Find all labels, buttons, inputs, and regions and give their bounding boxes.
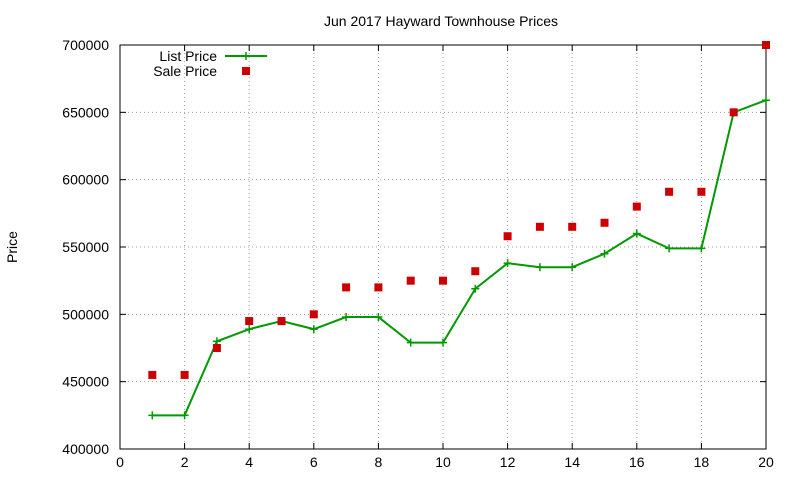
series-sale-price-point (471, 267, 480, 276)
y-tick-label: 400000 (62, 441, 109, 457)
series-list-price-point (406, 338, 415, 347)
series-list-price-point (374, 313, 383, 322)
x-tick-label: 18 (694, 454, 710, 470)
series-sale-price-point (535, 222, 544, 231)
legend: List Price Sale Price (153, 48, 267, 79)
x-tick-label: 12 (500, 454, 516, 470)
series-sale-price-point (600, 218, 609, 227)
series-list-price-point (439, 338, 447, 347)
series-list-price-point (342, 313, 351, 322)
series-sale-price-point (762, 41, 770, 49)
series-list-price-point (697, 244, 706, 253)
legend-marker-sale-price (242, 67, 250, 75)
legend-label-list-price: List Price (159, 48, 217, 64)
x-tick-label: 16 (629, 454, 645, 470)
y-tick-label: 650000 (62, 104, 109, 120)
series-sale-price-point (342, 283, 351, 292)
x-tick-label: 0 (116, 454, 124, 470)
series-sale-price-point (568, 222, 577, 231)
x-tick-label: 14 (564, 454, 580, 470)
y-tick-label: 550000 (62, 239, 109, 255)
series-sale-price-point (632, 202, 641, 211)
series-list-price (148, 96, 770, 420)
series-list-price-point (600, 249, 609, 258)
series-sale-price-point (277, 317, 286, 326)
x-tick-label: 10 (435, 454, 451, 470)
series-list-price-point (503, 259, 512, 268)
x-tick-label: 8 (375, 454, 383, 470)
series-sale-price-point (180, 370, 189, 379)
series-list-price-point (665, 244, 674, 253)
chart-title: Jun 2017 Hayward Townhouse Prices (324, 13, 558, 29)
x-tick-label: 20 (758, 454, 774, 470)
series-list-price-point (309, 325, 318, 334)
series-layer (148, 41, 770, 420)
series-sale-price-point (245, 317, 254, 326)
x-tick-label: 6 (310, 454, 318, 470)
series-sale-price-point (148, 370, 157, 379)
y-axis-label: Price (4, 231, 20, 263)
legend-sample-list-price (225, 52, 267, 60)
series-sale-price-point (212, 344, 221, 352)
series-sale-price-point (729, 108, 738, 117)
series-sale-price (148, 41, 770, 379)
series-sale-price-point (697, 187, 706, 196)
series-list-price-point (632, 229, 641, 238)
series-sale-price-point (374, 283, 383, 292)
series-sale-price-point (665, 187, 674, 196)
y-tick-label: 450000 (62, 374, 109, 390)
x-tick-label: 2 (181, 454, 189, 470)
series-list-price-point (471, 284, 480, 293)
grid-lines (120, 45, 766, 449)
series-list-price-point (568, 263, 577, 272)
series-list-price-point (245, 325, 254, 334)
series-sale-price-point (309, 310, 318, 319)
series-sale-price-point (439, 276, 447, 285)
series-list-price-point (148, 411, 157, 420)
y-tick-label: 500000 (62, 306, 109, 322)
y-tick-label: 600000 (62, 172, 109, 188)
series-sale-price-point (406, 276, 415, 285)
series-list-price-point (180, 411, 189, 420)
legend-sample-sale-price (242, 67, 250, 75)
series-list-price-line (152, 99, 767, 417)
x-tick-label: 4 (245, 454, 253, 470)
series-list-price-point (762, 96, 770, 105)
series-sale-price-point (503, 232, 512, 241)
series-list-price-point (535, 263, 544, 272)
axis-ticks: 0 2 4 6 8 10 12 14 16 18 20 400000 450000 500000 55000… (62, 37, 774, 470)
legend-marker-list-price (242, 52, 250, 60)
y-tick-label: 700000 (62, 37, 109, 53)
legend-label-sale-price: Sale Price (153, 63, 217, 79)
series-list-price-point (212, 337, 221, 346)
